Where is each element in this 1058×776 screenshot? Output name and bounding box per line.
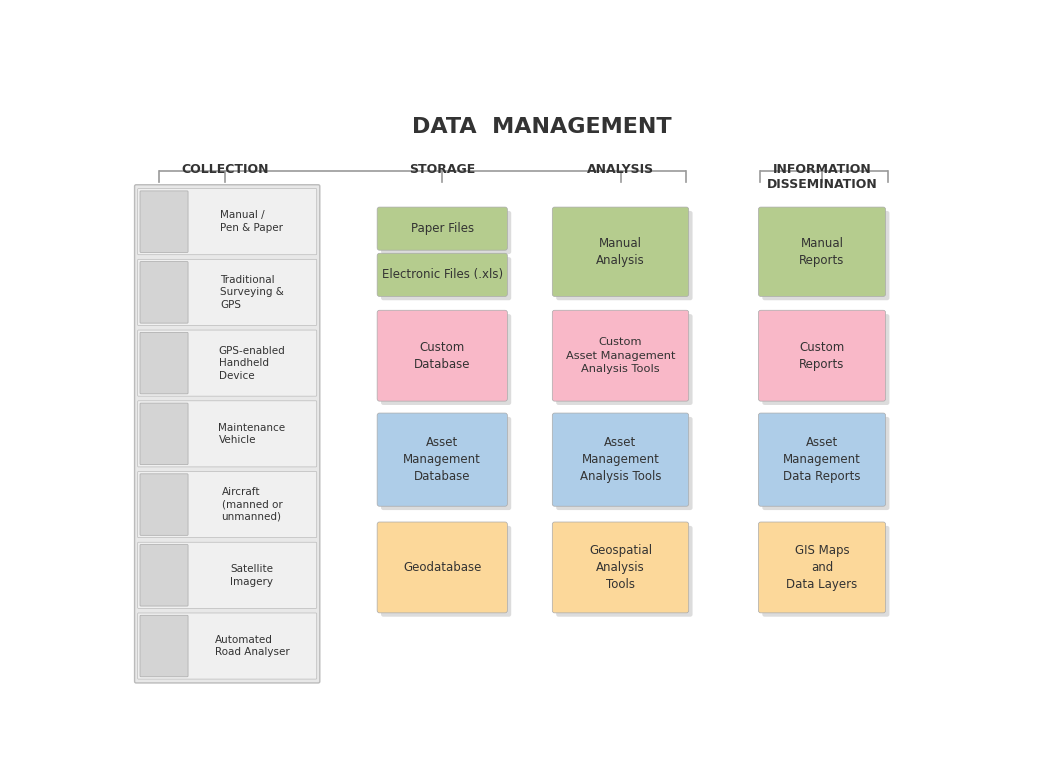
Text: GIS Maps
and
Data Layers: GIS Maps and Data Layers bbox=[786, 544, 858, 591]
Text: Manual
Reports: Manual Reports bbox=[799, 237, 844, 267]
Text: Paper Files: Paper Files bbox=[411, 222, 474, 235]
FancyBboxPatch shape bbox=[377, 207, 508, 250]
Text: Geodatabase: Geodatabase bbox=[403, 561, 481, 574]
FancyBboxPatch shape bbox=[140, 332, 188, 394]
FancyBboxPatch shape bbox=[140, 545, 188, 606]
FancyBboxPatch shape bbox=[552, 310, 689, 401]
FancyBboxPatch shape bbox=[377, 413, 508, 506]
Text: Asset
Management
Data Reports: Asset Management Data Reports bbox=[783, 436, 861, 483]
Text: Aircraft
(manned or
unmanned): Aircraft (manned or unmanned) bbox=[221, 487, 282, 522]
FancyBboxPatch shape bbox=[381, 417, 511, 510]
FancyBboxPatch shape bbox=[381, 526, 511, 617]
FancyBboxPatch shape bbox=[552, 522, 689, 613]
Text: STORAGE: STORAGE bbox=[409, 163, 475, 176]
FancyBboxPatch shape bbox=[763, 417, 890, 510]
FancyBboxPatch shape bbox=[763, 314, 890, 405]
FancyBboxPatch shape bbox=[140, 403, 188, 465]
Text: DATA  MANAGEMENT: DATA MANAGEMENT bbox=[413, 117, 672, 137]
FancyBboxPatch shape bbox=[140, 615, 188, 677]
Text: Satellite
Imagery: Satellite Imagery bbox=[231, 564, 273, 587]
FancyBboxPatch shape bbox=[552, 207, 689, 296]
FancyBboxPatch shape bbox=[377, 310, 508, 401]
Text: ANALYSIS: ANALYSIS bbox=[587, 163, 654, 176]
Text: Manual
Analysis: Manual Analysis bbox=[596, 237, 645, 267]
FancyBboxPatch shape bbox=[759, 310, 886, 401]
Text: Traditional
Surveying &
GPS: Traditional Surveying & GPS bbox=[220, 275, 284, 310]
FancyBboxPatch shape bbox=[138, 259, 316, 325]
FancyBboxPatch shape bbox=[138, 472, 316, 538]
Text: GPS-enabled
Handheld
Device: GPS-enabled Handheld Device bbox=[219, 346, 286, 380]
FancyBboxPatch shape bbox=[140, 474, 188, 535]
FancyBboxPatch shape bbox=[134, 185, 320, 683]
FancyBboxPatch shape bbox=[759, 522, 886, 613]
FancyBboxPatch shape bbox=[557, 314, 693, 405]
FancyBboxPatch shape bbox=[552, 413, 689, 506]
Text: Custom
Asset Management
Analysis Tools: Custom Asset Management Analysis Tools bbox=[566, 338, 675, 374]
FancyBboxPatch shape bbox=[377, 253, 508, 296]
Text: Manual /
Pen & Paper: Manual / Pen & Paper bbox=[220, 210, 284, 233]
Text: Geospatial
Analysis
Tools: Geospatial Analysis Tools bbox=[589, 544, 652, 591]
FancyBboxPatch shape bbox=[140, 191, 188, 252]
Text: Custom
Reports: Custom Reports bbox=[799, 341, 844, 371]
FancyBboxPatch shape bbox=[557, 211, 693, 300]
FancyBboxPatch shape bbox=[759, 207, 886, 296]
FancyBboxPatch shape bbox=[763, 526, 890, 617]
FancyBboxPatch shape bbox=[138, 400, 316, 467]
FancyBboxPatch shape bbox=[557, 526, 693, 617]
FancyBboxPatch shape bbox=[138, 542, 316, 608]
Text: Asset
Management
Database: Asset Management Database bbox=[403, 436, 481, 483]
FancyBboxPatch shape bbox=[138, 189, 316, 255]
FancyBboxPatch shape bbox=[381, 257, 511, 300]
FancyBboxPatch shape bbox=[763, 211, 890, 300]
FancyBboxPatch shape bbox=[381, 314, 511, 405]
FancyBboxPatch shape bbox=[759, 413, 886, 506]
FancyBboxPatch shape bbox=[140, 262, 188, 323]
FancyBboxPatch shape bbox=[138, 330, 316, 397]
FancyBboxPatch shape bbox=[377, 522, 508, 613]
Text: INFORMATION
DISSEMINATION: INFORMATION DISSEMINATION bbox=[767, 163, 877, 191]
FancyBboxPatch shape bbox=[557, 417, 693, 510]
Text: Electronic Files (.xls): Electronic Files (.xls) bbox=[382, 268, 503, 282]
Text: Automated
Road Analyser: Automated Road Analyser bbox=[215, 635, 289, 657]
Text: COLLECTION: COLLECTION bbox=[182, 163, 269, 176]
FancyBboxPatch shape bbox=[138, 613, 316, 679]
Text: Maintenance
Vehicle: Maintenance Vehicle bbox=[218, 423, 286, 445]
FancyBboxPatch shape bbox=[381, 211, 511, 254]
Text: Custom
Database: Custom Database bbox=[414, 341, 471, 371]
Text: Asset
Management
Analysis Tools: Asset Management Analysis Tools bbox=[580, 436, 661, 483]
